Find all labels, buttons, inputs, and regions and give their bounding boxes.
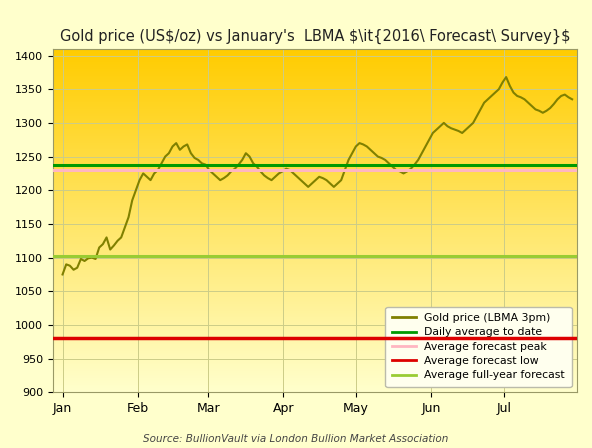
Text: Source: BullionVault via London Bullion Market Association: Source: BullionVault via London Bullion … bbox=[143, 434, 449, 444]
Legend: Gold price (LBMA 3pm), Daily average to date, Average forecast peak, Average for: Gold price (LBMA 3pm), Daily average to … bbox=[385, 306, 572, 387]
Title: Gold price (US$/oz) vs January's  LBMA $\it{2016\ Forecast\ Survey}$: Gold price (US$/oz) vs January's LBMA $\… bbox=[60, 28, 570, 43]
